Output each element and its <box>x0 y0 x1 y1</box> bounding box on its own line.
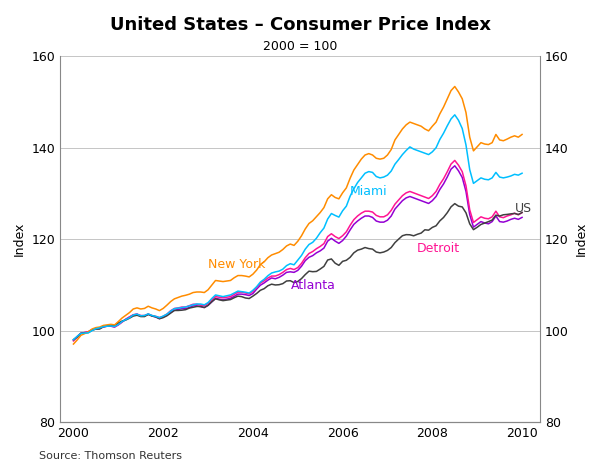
Text: US: US <box>515 202 532 215</box>
Y-axis label: Index: Index <box>574 222 587 257</box>
Text: Atlanta: Atlanta <box>291 280 336 292</box>
Text: Source: Thomson Reuters: Source: Thomson Reuters <box>39 451 182 461</box>
Text: 2000 = 100: 2000 = 100 <box>263 40 337 53</box>
Text: Detroit: Detroit <box>416 242 460 255</box>
Text: Miami: Miami <box>349 185 387 197</box>
Y-axis label: Index: Index <box>13 222 26 257</box>
Text: New York: New York <box>208 258 265 271</box>
Text: United States – Consumer Price Index: United States – Consumer Price Index <box>110 16 491 34</box>
